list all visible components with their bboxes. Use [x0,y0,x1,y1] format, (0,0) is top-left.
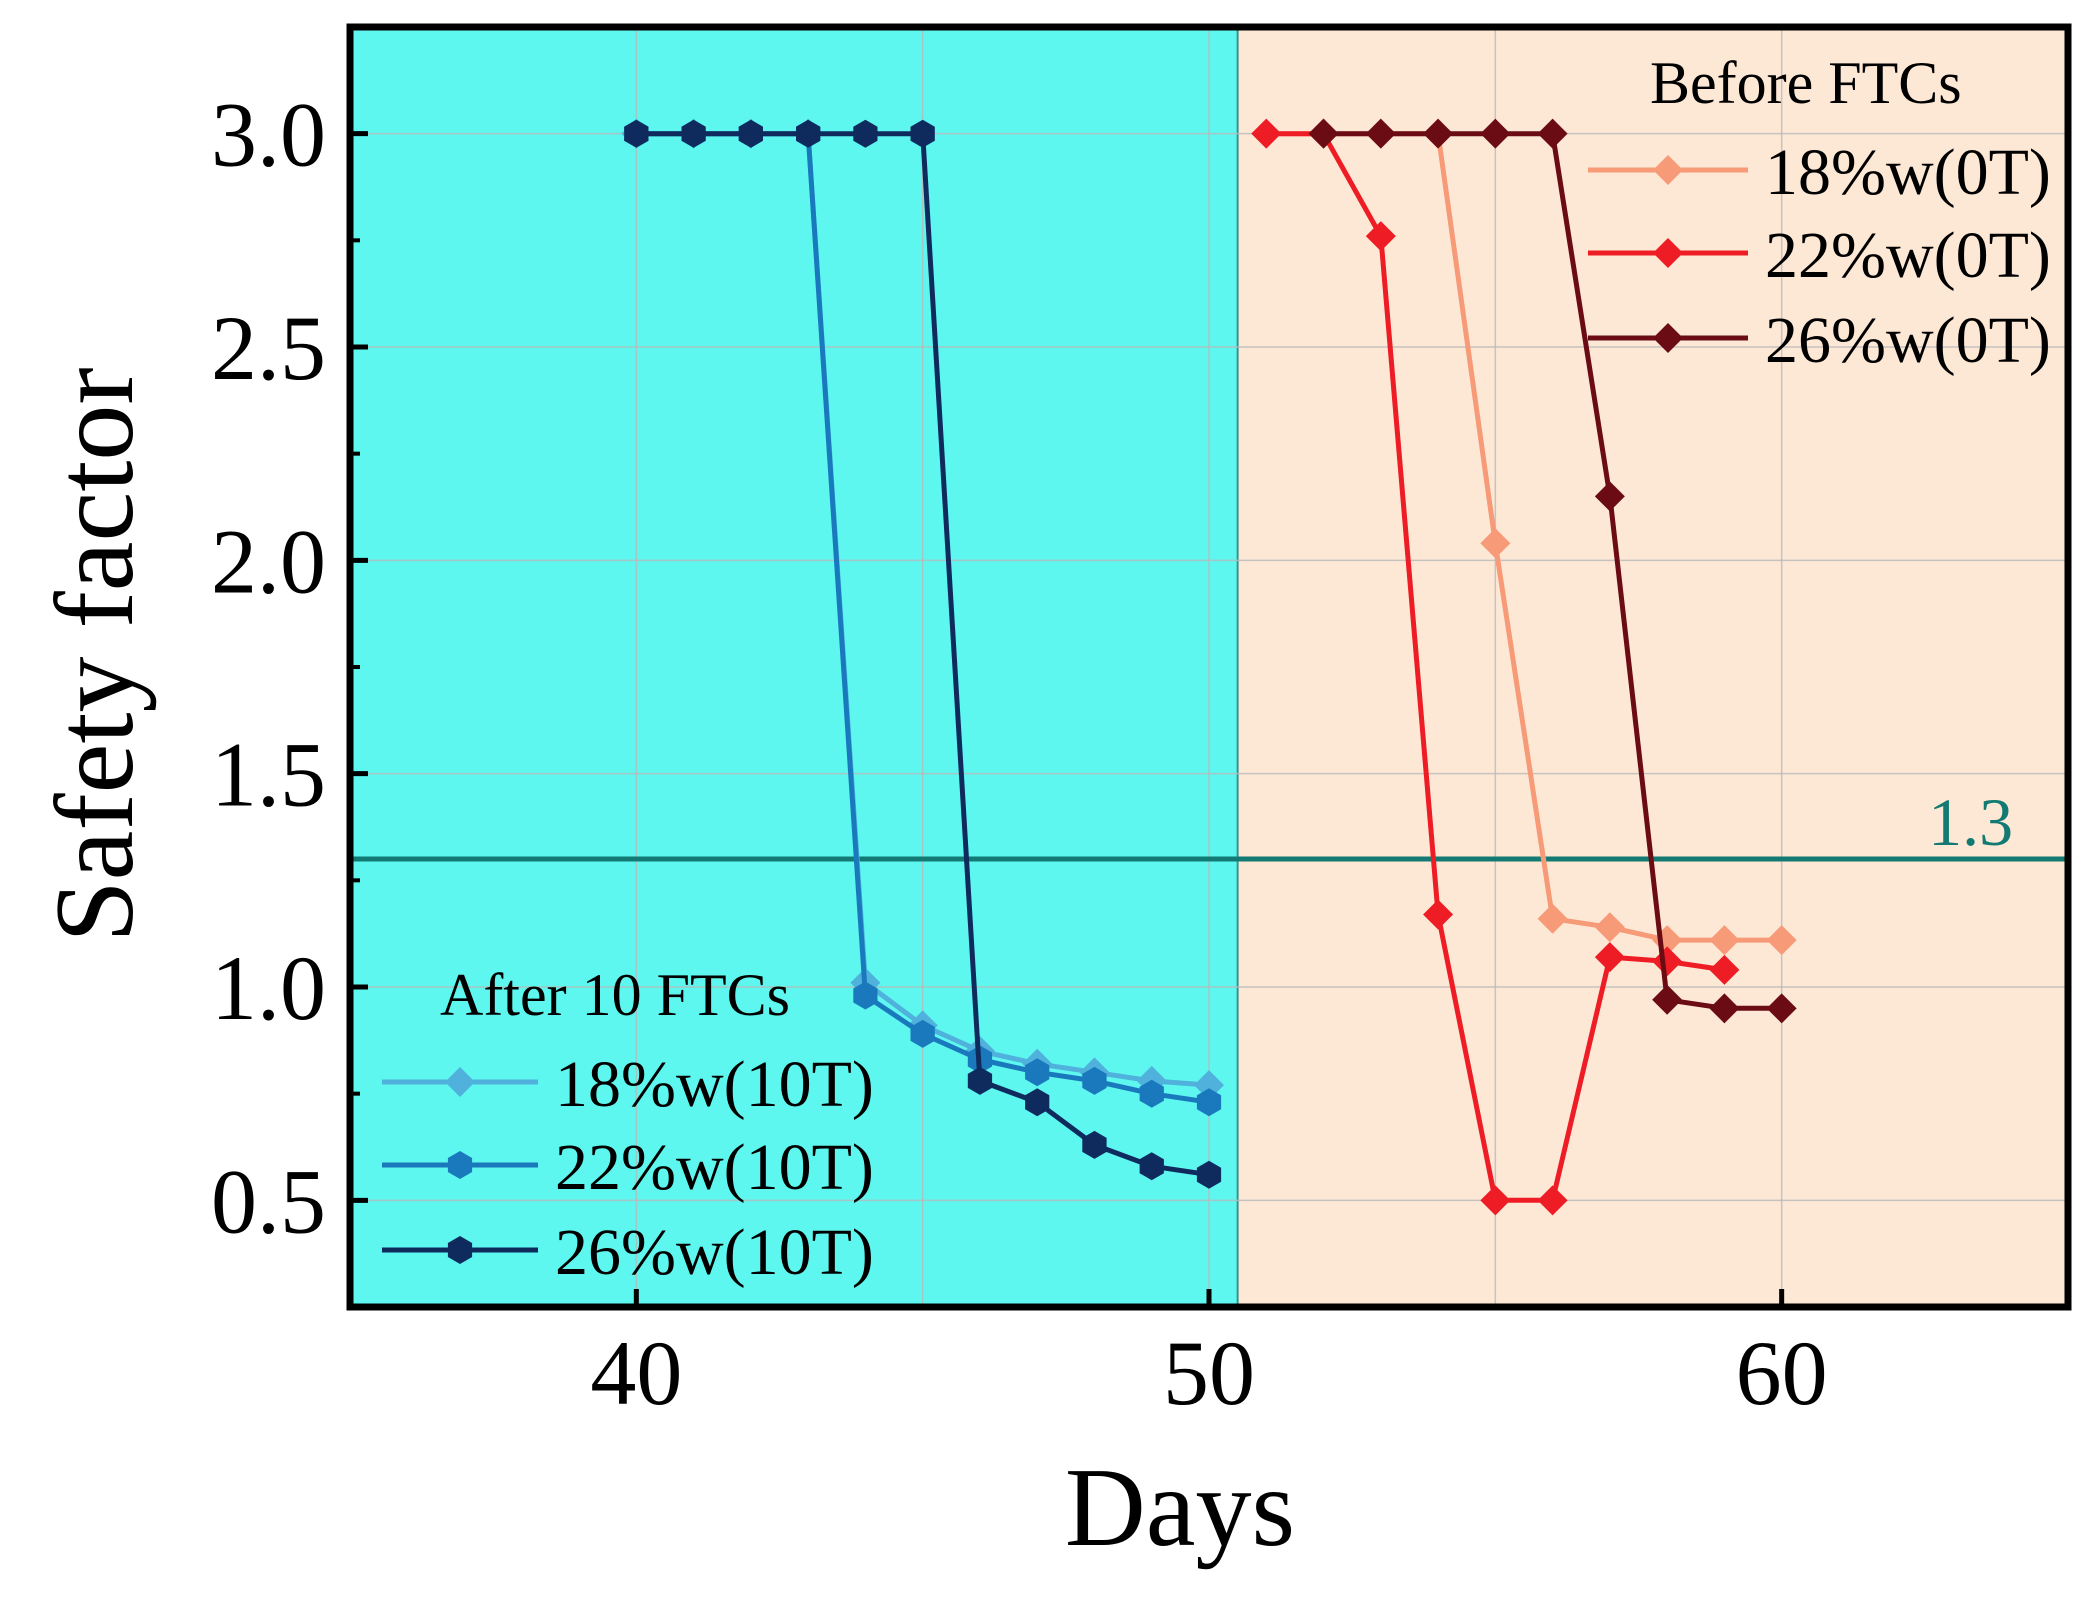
y-tick-label: 0.5 [211,1150,326,1252]
x-axis-title: Days [1065,1446,1295,1570]
x-tick-label: 60 [1736,1322,1828,1424]
data-point [1709,954,1740,985]
data-point [910,119,935,148]
legend-marker [1653,238,1683,268]
data-point [1537,1185,1568,1216]
data-point [1196,1160,1222,1189]
legend-entry: 18%w(0T) [1588,136,2051,209]
data-point [1365,118,1396,149]
data-point [738,119,763,148]
data-point [1025,1088,1050,1117]
data-point [1480,528,1511,559]
data-point [1652,984,1683,1015]
legend-entry: 26%w(0T) [1588,304,2051,377]
legend-entry: 22%w(10T) [382,1131,874,1204]
data-point [1025,1058,1050,1087]
legend-marker [1653,323,1683,353]
data-point [1423,118,1454,149]
legend-title: Before FTCs [1650,50,1962,116]
data-point [1480,1185,1511,1216]
legend-marker [447,1151,473,1179]
legend-label: 18%w(10T) [555,1048,874,1121]
y-tick-label: 1.5 [211,724,326,826]
data-point [1594,481,1625,512]
data-point [624,119,649,148]
data-point [853,119,878,148]
legend-before-ftcs: Before FTCs 18%w(0T) 22%w(0T) 26%w(0T) [1588,50,2051,377]
legend-marker [1653,155,1683,185]
x-tick-label: 40 [590,1322,682,1424]
data-point [1139,1079,1164,1108]
legend-entry: 26%w(10T) [382,1216,874,1289]
legend-entry: 18%w(10T) [382,1048,874,1121]
data-point [967,1066,993,1095]
data-point [1082,1130,1107,1159]
y-axis-title: Safety factor [33,367,157,942]
legend-marker [447,1236,473,1264]
legend-entry: 22%w(0T) [1588,219,2051,292]
y-tick-label: 2.0 [211,510,326,612]
data-point [1423,899,1454,930]
data-point [1365,221,1396,252]
y-tick-label: 2.5 [211,297,326,399]
data-point [1196,1088,1222,1117]
series-26%w(0T) [1308,118,1797,1024]
data-point [1308,118,1339,149]
data-point [853,981,878,1010]
legend-after-ftcs: After 10 FTCs 18%w(10T) 22%w(10T) 26%w(10T) [382,962,874,1289]
legend-title: After 10 FTCs [440,962,790,1028]
data-point [796,119,821,148]
y-tick-label: 1.0 [211,937,326,1039]
data-point [681,119,706,148]
legend-label: 18%w(0T) [1765,136,2051,209]
data-point [1709,993,1740,1024]
legend-label: 22%w(0T) [1765,219,2051,292]
data-point [1537,903,1568,934]
data-point [1139,1152,1164,1181]
after-ftc-region [350,27,1238,1307]
x-tick-label: 50 [1163,1322,1255,1424]
data-point [1766,925,1797,956]
series-26%w(10T) [624,119,1222,1189]
legend-label: 22%w(10T) [555,1131,874,1204]
data-point [1594,912,1625,943]
data-point [1766,993,1797,1024]
data-point [910,1019,935,1048]
data-point [1709,925,1740,956]
legend-label: 26%w(0T) [1765,304,2051,377]
y-tick-label: 3.0 [211,84,326,186]
data-point [1480,118,1511,149]
reference-line-label: 1.3 [1928,784,2013,860]
legend-marker [445,1067,475,1097]
data-point [1251,118,1282,149]
data-point [1537,118,1568,149]
data-point [1594,942,1625,973]
data-point [1082,1066,1107,1095]
legend-label: 26%w(10T) [555,1216,874,1289]
